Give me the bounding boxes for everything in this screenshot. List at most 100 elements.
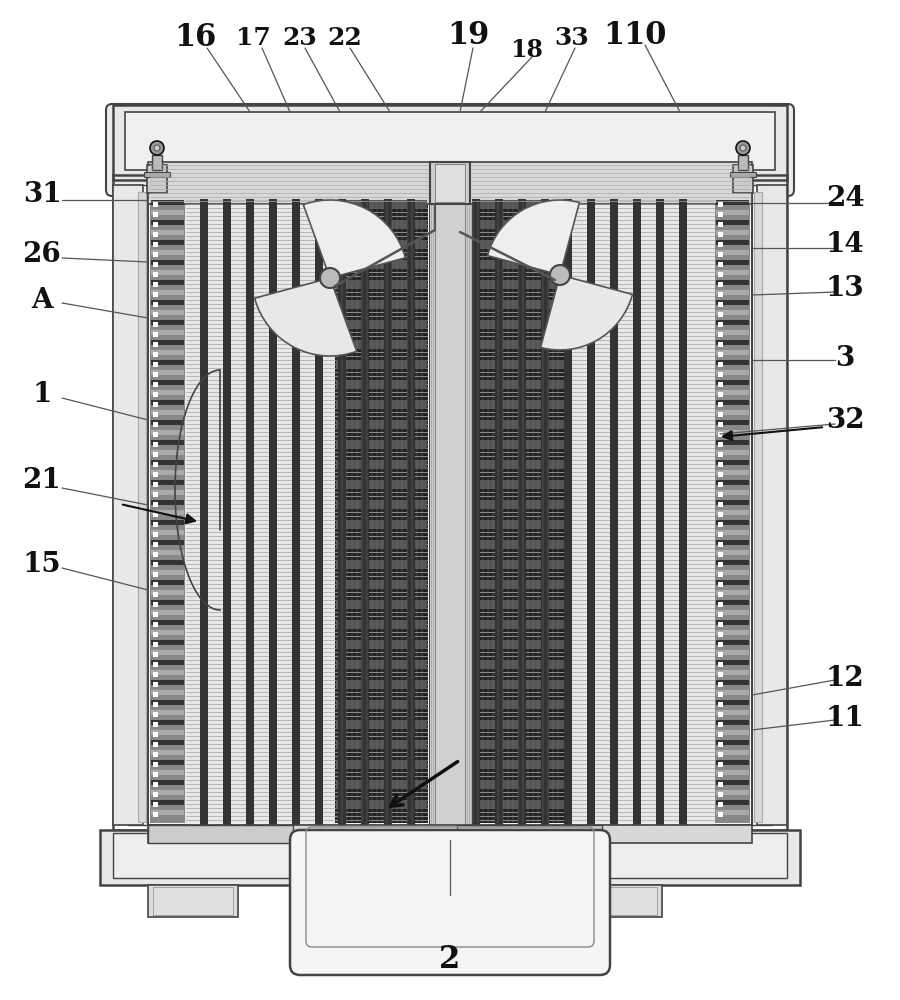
Bar bbox=[336, 200, 427, 209]
Bar bbox=[716, 330, 749, 335]
Bar bbox=[113, 185, 143, 825]
Bar bbox=[718, 212, 723, 217]
Bar bbox=[336, 260, 427, 269]
Text: 14: 14 bbox=[825, 232, 864, 258]
Bar bbox=[336, 240, 427, 249]
Bar bbox=[716, 510, 749, 515]
Text: 26: 26 bbox=[22, 241, 61, 268]
Bar bbox=[716, 540, 749, 545]
Bar bbox=[151, 790, 184, 795]
Bar bbox=[153, 352, 158, 357]
Bar bbox=[336, 800, 427, 809]
Bar bbox=[473, 780, 564, 789]
Bar bbox=[153, 762, 158, 767]
Bar bbox=[473, 220, 564, 229]
Bar bbox=[565, 199, 715, 823]
Bar bbox=[718, 292, 723, 297]
Bar bbox=[716, 550, 749, 555]
Bar bbox=[153, 222, 158, 227]
Wedge shape bbox=[255, 278, 356, 356]
Bar bbox=[716, 210, 749, 215]
Bar bbox=[151, 410, 184, 415]
Bar bbox=[153, 302, 158, 307]
Bar bbox=[718, 222, 723, 227]
Circle shape bbox=[550, 265, 570, 285]
Bar bbox=[472, 199, 480, 827]
Bar bbox=[153, 322, 158, 327]
Bar bbox=[716, 620, 749, 625]
Text: 110: 110 bbox=[603, 19, 667, 50]
Bar bbox=[152, 155, 162, 170]
Bar bbox=[151, 230, 184, 235]
Bar bbox=[153, 592, 158, 597]
Bar bbox=[718, 462, 723, 467]
Bar bbox=[716, 530, 749, 535]
Bar bbox=[153, 292, 158, 297]
Bar bbox=[151, 740, 184, 745]
Bar bbox=[718, 352, 723, 357]
Bar bbox=[186, 199, 428, 827]
Bar bbox=[151, 320, 184, 325]
Bar bbox=[610, 199, 618, 827]
Bar bbox=[151, 240, 184, 245]
Bar bbox=[336, 500, 427, 509]
Bar bbox=[430, 162, 470, 204]
Text: 12: 12 bbox=[825, 664, 864, 692]
Bar bbox=[473, 520, 564, 529]
Bar bbox=[473, 280, 564, 289]
Bar bbox=[718, 612, 723, 617]
Bar bbox=[151, 560, 184, 565]
Bar bbox=[730, 172, 756, 177]
Bar bbox=[718, 752, 723, 757]
FancyBboxPatch shape bbox=[290, 830, 610, 975]
Bar bbox=[153, 492, 158, 497]
Bar bbox=[151, 660, 184, 665]
Text: 15: 15 bbox=[22, 552, 61, 578]
Bar bbox=[473, 720, 564, 729]
Bar bbox=[153, 212, 158, 217]
Bar bbox=[336, 620, 427, 629]
Bar bbox=[153, 342, 158, 347]
Bar bbox=[336, 440, 427, 449]
Bar bbox=[718, 502, 723, 507]
Bar bbox=[138, 192, 146, 822]
Wedge shape bbox=[303, 200, 405, 278]
Bar bbox=[336, 280, 427, 289]
Bar bbox=[716, 500, 749, 505]
Bar bbox=[336, 340, 427, 349]
Bar bbox=[336, 220, 427, 229]
Bar bbox=[151, 460, 184, 465]
Bar bbox=[473, 420, 564, 429]
Bar bbox=[153, 482, 158, 487]
Bar bbox=[716, 420, 749, 425]
Bar bbox=[151, 400, 184, 405]
Bar bbox=[457, 825, 602, 843]
Bar bbox=[716, 760, 749, 765]
Bar bbox=[153, 682, 158, 687]
Bar bbox=[151, 350, 184, 355]
Bar bbox=[151, 580, 184, 585]
Bar bbox=[716, 770, 749, 775]
Circle shape bbox=[150, 141, 164, 155]
Bar bbox=[153, 282, 158, 287]
Bar bbox=[336, 460, 427, 469]
Bar bbox=[151, 600, 184, 605]
Bar bbox=[151, 530, 184, 535]
Bar bbox=[716, 600, 749, 605]
Bar bbox=[718, 702, 723, 707]
Bar bbox=[153, 702, 158, 707]
Text: 11: 11 bbox=[825, 704, 864, 732]
Bar bbox=[153, 672, 158, 677]
Bar bbox=[153, 722, 158, 727]
Bar bbox=[153, 422, 158, 427]
Bar bbox=[360, 885, 450, 917]
Bar bbox=[151, 490, 184, 495]
Bar bbox=[473, 680, 564, 689]
Bar bbox=[718, 522, 723, 527]
Bar bbox=[151, 550, 184, 555]
Bar bbox=[151, 640, 184, 645]
Bar bbox=[718, 562, 723, 567]
Bar bbox=[716, 480, 749, 485]
Bar bbox=[718, 762, 723, 767]
Bar bbox=[144, 172, 170, 177]
